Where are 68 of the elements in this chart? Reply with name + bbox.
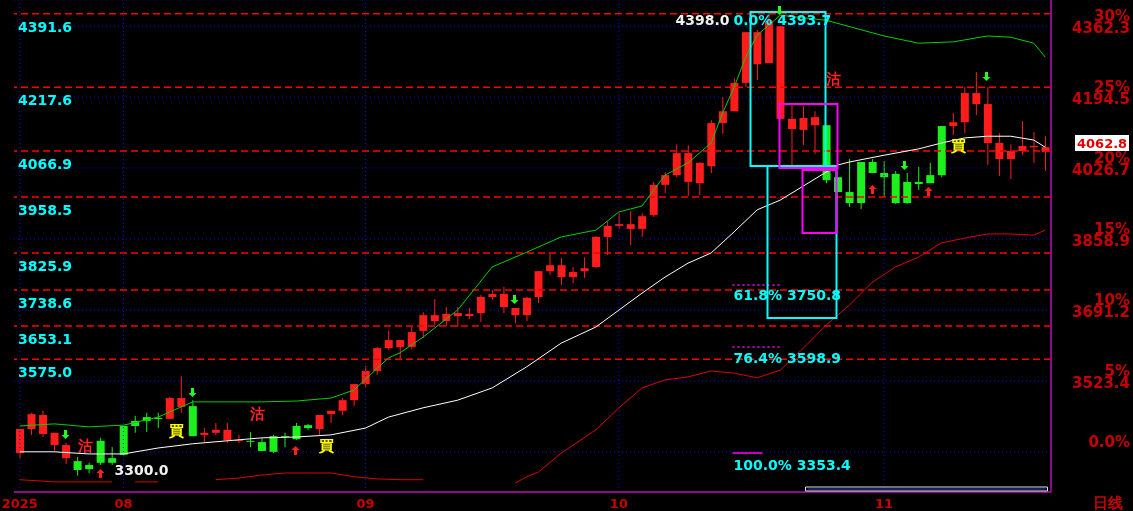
candlestick — [281, 432, 290, 448]
ref-line-label: 4391.6 — [18, 18, 73, 35]
candlestick — [661, 171, 670, 194]
candlestick — [787, 104, 796, 166]
candlestick — [557, 257, 566, 286]
ref-line-label: 3575.0 — [18, 364, 73, 381]
ref-line-label: 3738.6 — [18, 294, 73, 311]
candlestick — [522, 296, 531, 322]
text: 4062.8 — [1077, 136, 1128, 151]
x-tick-label: 08 — [114, 496, 133, 511]
candlestick — [27, 412, 36, 436]
annotation: 買 — [950, 137, 966, 155]
text: 日线 — [1093, 494, 1123, 511]
ref-line-label: 3825.9 — [18, 258, 73, 275]
annotation: 3300.0 — [114, 462, 169, 478]
candlestick — [165, 396, 174, 420]
candlestick — [476, 294, 485, 323]
annotation: 沽 — [249, 405, 265, 423]
candlestick — [949, 112, 958, 136]
ref-line-label: 3653.1 — [18, 331, 73, 348]
x-tick-label: 09 — [356, 496, 375, 511]
candlestick — [223, 422, 232, 444]
candlestick — [569, 266, 578, 284]
candlestick — [811, 110, 820, 155]
candlestick — [499, 286, 508, 314]
candlestick — [269, 434, 278, 454]
candlestick — [407, 325, 416, 350]
annotation: 買 — [168, 422, 184, 440]
x-tick-label: 10 — [609, 496, 628, 511]
line-series — [215, 472, 424, 481]
annotation: 4398.0 — [675, 12, 730, 28]
candlestick — [903, 172, 912, 205]
candlestick — [672, 143, 681, 178]
candlestick — [211, 422, 220, 436]
ref-line-label: 4217.6 — [18, 92, 73, 109]
candlestick — [914, 166, 923, 191]
annotation: 100.0% 3353.4 — [733, 457, 851, 473]
candlestick — [638, 212, 647, 238]
candlestick — [396, 339, 405, 360]
candlestick — [430, 298, 439, 326]
candlestick — [453, 306, 462, 328]
candlestick — [546, 252, 555, 276]
candlestick — [85, 462, 94, 474]
candlestick — [626, 210, 635, 246]
candlestick — [62, 442, 71, 465]
candlestick — [315, 414, 324, 436]
candlestick — [972, 71, 981, 116]
ref-line-label: 4066.9 — [18, 156, 73, 173]
candlestick — [384, 330, 393, 351]
candlestick — [603, 220, 612, 256]
candlestick — [799, 105, 808, 146]
candlestick — [304, 423, 313, 431]
candlestick — [39, 410, 48, 438]
y2-tick-label: 0.0% — [1088, 432, 1130, 451]
candlestick — [73, 456, 82, 476]
annotation: 沽 — [825, 70, 841, 88]
x-tick-label: 11 — [874, 496, 893, 511]
line-series — [514, 229, 1046, 484]
candlestick — [1006, 143, 1015, 180]
candlestick — [177, 375, 186, 414]
candlestick — [580, 256, 589, 279]
annotation: 沽 — [77, 437, 93, 455]
candlestick — [995, 132, 1004, 177]
ref-line-label: 3958.5 — [18, 201, 73, 218]
candlestick — [695, 161, 704, 196]
x-tick-label: 2025 — [1, 496, 38, 511]
candlestick — [96, 437, 105, 466]
annotation: 買 — [318, 437, 334, 455]
